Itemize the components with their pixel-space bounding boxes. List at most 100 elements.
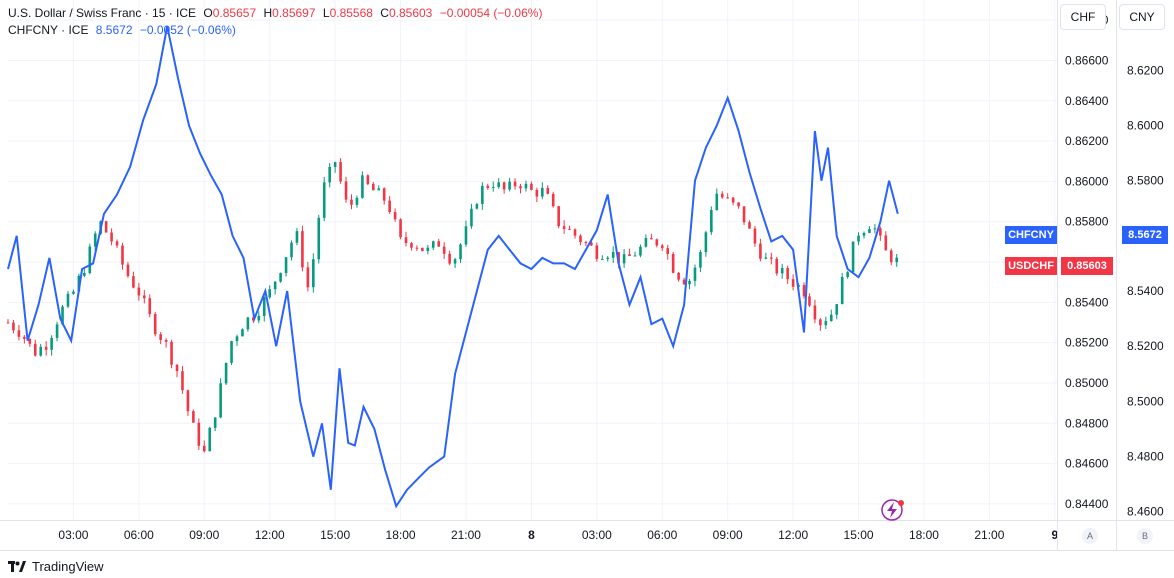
candle-body	[17, 330, 21, 337]
candle-body	[541, 187, 544, 197]
candle-body	[55, 324, 59, 338]
candle-body	[731, 197, 735, 203]
candle-body	[770, 257, 773, 259]
time-tick-label: 15:00	[320, 528, 350, 542]
time-tick-label: 09:00	[713, 528, 743, 542]
chf-tick-label: 0.85200	[1065, 336, 1109, 350]
time-tick-label: 06:00	[647, 528, 677, 542]
candle-body	[208, 427, 212, 452]
time-tick-label: 15:00	[844, 528, 874, 542]
brand-label[interactable]: TradingView	[32, 559, 104, 574]
candle-body	[388, 200, 391, 213]
candle-body	[442, 246, 446, 254]
usdchf-change: −0.00054 (−0.06%)	[439, 6, 543, 20]
candle-body	[715, 193, 719, 211]
candle-body	[421, 247, 424, 251]
candle-body	[382, 188, 386, 201]
candle-body	[192, 411, 195, 423]
chf-tick-label: 0.86400	[1065, 94, 1109, 108]
candle-body	[6, 322, 10, 324]
candle-body	[262, 297, 266, 316]
candle-body	[650, 238, 653, 240]
candle-body	[829, 314, 833, 322]
candle-body	[726, 197, 729, 199]
time-tick-label: 06:00	[124, 528, 154, 542]
candle-body	[622, 254, 626, 264]
candle-body	[50, 337, 53, 350]
candle-body	[159, 334, 162, 340]
candle-body	[235, 336, 239, 342]
candle-body	[633, 255, 637, 257]
candle-body	[224, 362, 228, 384]
candle-body	[628, 254, 631, 256]
candle-body	[170, 341, 173, 365]
candle-body	[775, 258, 779, 274]
candle-body	[688, 280, 691, 285]
candle-body	[339, 162, 342, 182]
cny-scale-button[interactable]: CNY	[1119, 4, 1165, 30]
candle-body	[513, 181, 517, 187]
time-tick-label: 18:00	[909, 528, 939, 542]
time-tick-label: 8	[528, 528, 535, 542]
candle-body	[868, 229, 871, 233]
candle-body	[246, 317, 250, 330]
chf-scale-button[interactable]: CHF	[1060, 4, 1106, 30]
candle-body	[579, 235, 582, 243]
candle-body	[808, 296, 811, 306]
candle-body	[879, 228, 882, 236]
candle-body	[33, 343, 37, 356]
candle-body	[584, 242, 588, 244]
candle-body	[606, 257, 610, 259]
price-axis-cny: 8.46008.48008.50008.52008.54008.56008.58…	[1127, 8, 1164, 519]
candle-body	[121, 245, 124, 265]
candle-body	[328, 166, 331, 183]
time-tick-label: 21:00	[974, 528, 1004, 542]
chf-tick-label: 0.86600	[1065, 53, 1109, 67]
candle-body	[491, 187, 495, 189]
time-tick-label: 12:00	[778, 528, 808, 542]
candle-body	[551, 193, 555, 207]
chart-grid	[8, 0, 1057, 520]
candle-body	[344, 181, 348, 200]
candle-body	[562, 226, 566, 229]
candle-body	[230, 341, 233, 363]
candle-body	[742, 206, 746, 223]
candle-body	[431, 241, 435, 248]
candle-body	[28, 338, 32, 344]
candle-body	[720, 193, 724, 198]
candle-body	[241, 329, 244, 337]
scale-b-button[interactable]: B	[1137, 528, 1153, 544]
candle-body	[213, 417, 217, 428]
candle-body	[333, 162, 337, 167]
candle-body	[835, 304, 839, 315]
candle-body	[83, 272, 86, 276]
candle-body	[857, 235, 860, 242]
candle-body	[699, 252, 702, 268]
candle-body	[366, 175, 370, 184]
candle-body	[475, 204, 479, 209]
chf-tick-label: 0.86000	[1065, 174, 1109, 188]
candle-body	[39, 346, 43, 356]
candle-body	[175, 364, 179, 372]
high-label: H	[263, 6, 273, 20]
usdchf-title[interactable]: U.S. Dollar / Swiss Franc · 15 · ICE	[8, 6, 197, 20]
candle-body	[132, 276, 135, 288]
tradingview-logo-icon[interactable]	[8, 560, 26, 573]
chfcny-name-tag: CHFCNY	[1005, 226, 1057, 244]
candle-body	[181, 371, 184, 391]
candle-body	[279, 272, 282, 282]
time-tick-label: 21:00	[451, 528, 481, 542]
cny-tick-label: 8.5200	[1127, 339, 1164, 353]
low-label: L	[322, 6, 330, 20]
chfcny-title[interactable]: CHFCNY · ICE	[8, 23, 89, 37]
candle-body	[600, 258, 604, 260]
flash-icon-button[interactable]	[881, 499, 904, 521]
auto-scale-button[interactable]: A	[1082, 528, 1098, 544]
cny-tick-label: 8.5800	[1127, 174, 1164, 188]
candle-body	[677, 272, 680, 280]
candle-body	[546, 187, 550, 194]
chf-tick-label: 0.84800	[1065, 416, 1109, 430]
open-label: O	[203, 6, 213, 20]
candle-body	[824, 321, 828, 326]
candle-body	[202, 445, 206, 452]
